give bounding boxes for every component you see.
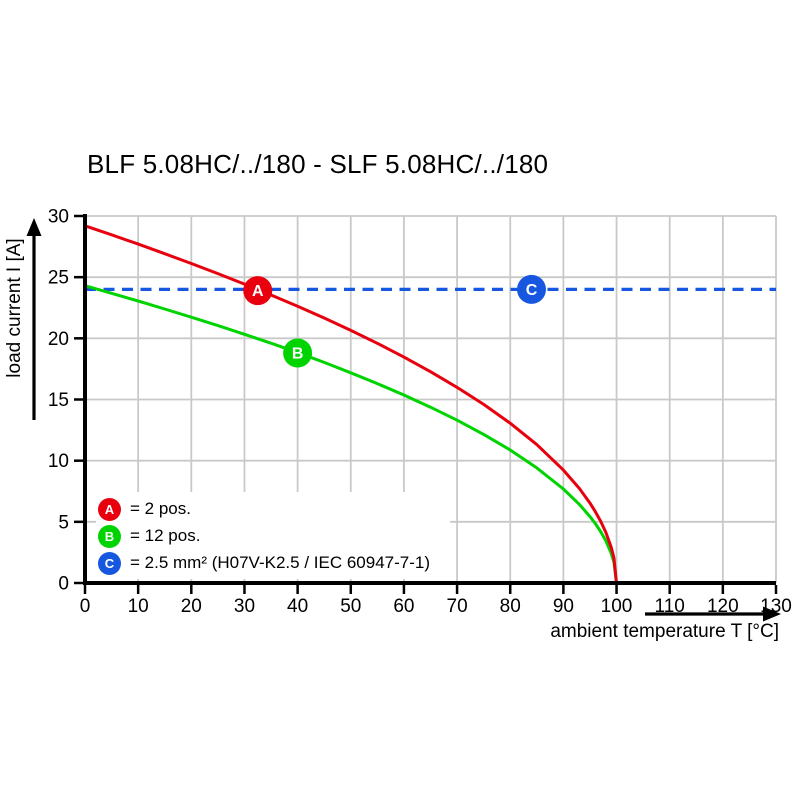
legend-label-b: = 12 pos. (130, 526, 201, 545)
legend-item-b: B = 12 pos. (98, 524, 450, 548)
legend-marker-c-icon: C (98, 551, 121, 575)
x-tick-label: 60 (393, 596, 414, 617)
legend-marker-b-icon: B (98, 524, 121, 548)
svg-text:A: A (252, 283, 264, 300)
marker-a-icon: A (243, 276, 273, 306)
x-tick-label: 90 (553, 596, 574, 617)
legend-item-a: A = 2 pos. (98, 497, 450, 521)
x-axis-arrowhead-icon (763, 606, 781, 622)
curve-markers: A B C (243, 274, 546, 368)
y-tick-label: 5 (58, 512, 69, 533)
marker-b-icon: B (283, 338, 313, 368)
y-axis-arrowhead-icon (26, 218, 42, 236)
legend-marker-a-icon: A (98, 497, 121, 521)
x-tick-label: 120 (707, 596, 739, 617)
y-tick-label: 25 (48, 268, 69, 289)
axis-arrows (26, 218, 781, 622)
x-tick-label: 20 (181, 596, 202, 617)
y-tick-label: 20 (48, 329, 69, 350)
tick-marks (74, 214, 778, 594)
axes (83, 214, 776, 585)
curve-a (84, 224, 618, 584)
y-tick-label: 10 (48, 451, 69, 472)
x-tick-label: 10 (128, 596, 149, 617)
x-tick-label: 70 (447, 596, 468, 617)
y-tick-label: 30 (48, 207, 69, 228)
x-tick-label: 0 (80, 596, 91, 617)
chart-title: BLF 5.08HC/../180 - SLF 5.08HC/../180 (87, 149, 549, 179)
x-tick-label: 30 (234, 596, 255, 617)
y-tick-label: 15 (48, 390, 69, 411)
series-curves (84, 224, 776, 584)
x-tick-label: 100 (601, 596, 633, 617)
legend-label-a: = 2 pos. (130, 499, 191, 518)
legend-item-c: C = 2.5 mm² (H07V-K2.5 / IEC 60947-7-1) (98, 551, 450, 575)
marker-c-icon: C (516, 274, 546, 304)
x-tick-label: 110 (655, 596, 685, 617)
x-tick-label: 40 (287, 596, 308, 617)
tick-labels: 0 10 20 30 40 50 60 70 80 90 100 110 120 130051015202… (48, 207, 792, 618)
x-tick-label: 50 (340, 596, 361, 617)
svg-text:C: C (526, 282, 538, 299)
y-tick-label: 0 (58, 574, 69, 595)
svg-text:B: B (292, 346, 304, 363)
legend-label-c: = 2.5 mm² (H07V-K2.5 / IEC 60947-7-1) (130, 553, 430, 572)
x-axis-title: ambient temperature T [°C] (550, 621, 779, 642)
curve-b (84, 284, 618, 584)
x-tick-label: 80 (500, 596, 521, 617)
legend: A = 2 pos. B = 12 pos. C = 2.5 mm² (H07V… (96, 492, 450, 579)
